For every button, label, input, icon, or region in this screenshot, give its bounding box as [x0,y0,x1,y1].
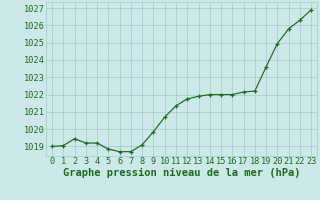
X-axis label: Graphe pression niveau de la mer (hPa): Graphe pression niveau de la mer (hPa) [63,168,300,178]
